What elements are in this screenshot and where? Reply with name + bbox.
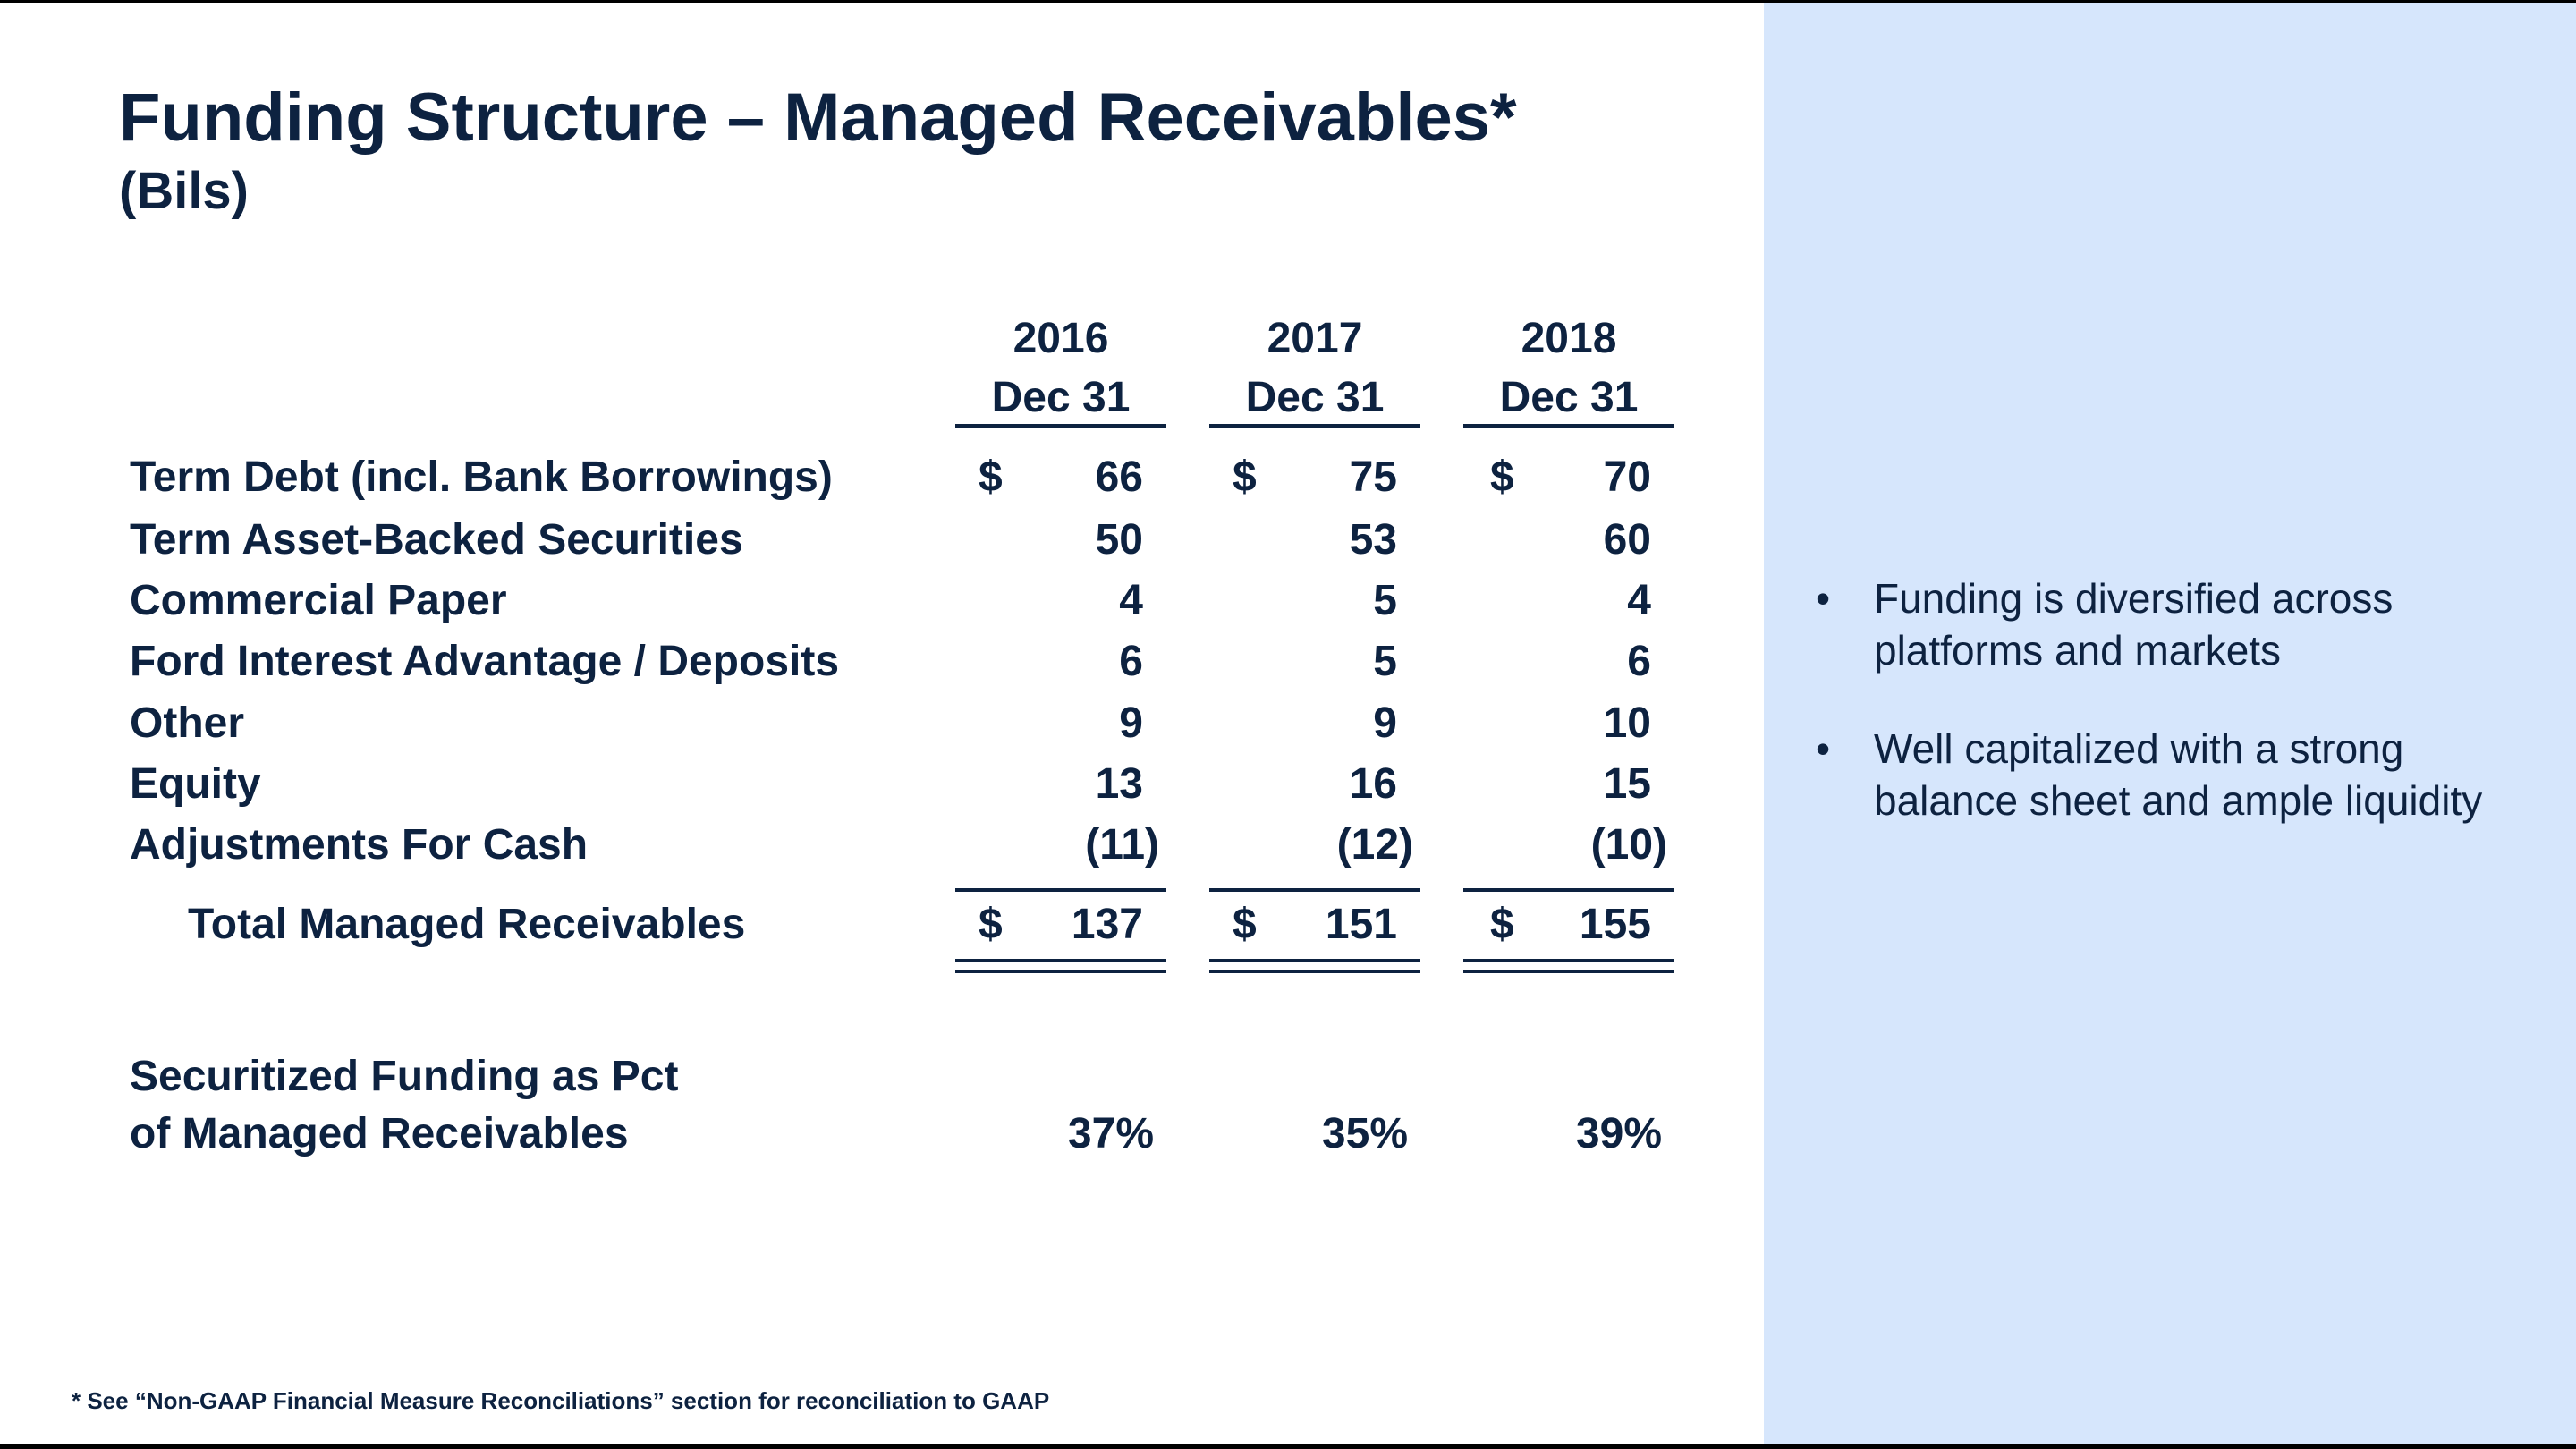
side-panel [1764,3,2576,1444]
table-cell: 75 [1349,453,1397,501]
header-underline [1209,424,1420,428]
bullet-item: • Funding is diversified across platform… [1807,572,2540,676]
total-double-rule [955,970,1166,973]
securitized-pct: 35% [1321,1110,1408,1157]
currency-symbol: $ [1233,901,1257,948]
column-year: 2017 [1267,315,1363,362]
page-subtitle: (Bils) [119,162,249,220]
bullet-item: • Well capitalized with a strong balance… [1807,723,2540,826]
column-header-2016: 2016 Dec 31 [955,309,1166,428]
total-top-rule [1463,888,1674,892]
table-cell: 4 [1627,577,1651,624]
total-top-rule [955,888,1166,892]
table-cell: 60 [1603,516,1651,564]
table-cell: 50 [1095,516,1143,564]
table-cell: (11) [1085,821,1159,869]
securitized-pct: 39% [1575,1110,1662,1157]
column-date: Dec 31 [991,374,1131,421]
table-cell: 4 [1119,577,1143,624]
table-cell: 6 [1627,638,1651,685]
row-label-interest-advantage: Ford Interest Advantage / Deposits [130,638,840,685]
top-border [0,0,2576,3]
table-cell: 15 [1603,760,1651,808]
bullet-dot: • [1816,725,1831,772]
total-cell: 151 [1325,901,1397,948]
currency-symbol: $ [1490,901,1514,948]
table-cell: 5 [1373,577,1397,624]
total-double-rule [1463,970,1674,973]
table-cell: 13 [1095,760,1143,808]
securitized-pct: 37% [1067,1110,1154,1157]
table-cell: 6 [1119,638,1143,685]
table-cell: 70 [1603,453,1651,501]
row-label-term-debt: Term Debt (incl. Bank Borrowings) [130,453,833,501]
total-double-rule [1463,959,1674,962]
column-date: Dec 31 [1499,374,1639,421]
column-header-2018: 2018 Dec 31 [1463,309,1674,428]
row-label-equity: Equity [130,760,261,808]
table-cell: (10) [1590,821,1667,869]
column-year: 2018 [1521,315,1617,362]
total-double-rule [1209,959,1420,962]
page-title: Funding Structure – Managed Receivables* [119,80,1517,156]
row-label-commercial-paper: Commercial Paper [130,577,507,624]
table-cell: 66 [1095,453,1143,501]
footnote: * See “Non-GAAP Financial Measure Reconc… [72,1387,1050,1414]
bullet-text: Funding is diversified across platforms … [1874,575,2394,674]
bullet-list: • Funding is diversified across platform… [1807,572,2540,873]
table-cell: 53 [1349,516,1397,564]
header-underline [955,424,1166,428]
currency-symbol: $ [979,901,1003,948]
currency-symbol: $ [1490,453,1514,501]
column-year: 2016 [1013,315,1109,362]
total-label: Total Managed Receivables [188,901,746,948]
securitized-label-line1: Securitized Funding as Pct [130,1053,679,1100]
table-cell: 5 [1373,638,1397,685]
securitized-label-line2: of Managed Receivables [130,1110,629,1157]
bullet-text: Well capitalized with a strong balance s… [1874,725,2483,824]
column-date: Dec 31 [1245,374,1385,421]
bullet-dot: • [1816,575,1831,622]
table-cell: 9 [1373,699,1397,747]
total-double-rule [955,959,1166,962]
total-cell: 155 [1579,901,1651,948]
currency-symbol: $ [1233,453,1257,501]
table-cell: 10 [1603,699,1651,747]
header-underline [1463,424,1674,428]
column-header-2017: 2017 Dec 31 [1209,309,1420,428]
currency-symbol: $ [979,453,1003,501]
table-cell: 16 [1349,760,1397,808]
table-cell: 9 [1119,699,1143,747]
total-top-rule [1209,888,1420,892]
row-label-adjustments: Adjustments For Cash [130,821,589,869]
bottom-border [0,1444,2576,1449]
table-cell: (12) [1336,821,1413,869]
total-cell: 137 [1071,901,1143,948]
row-label-other: Other [130,699,245,747]
total-double-rule [1209,970,1420,973]
row-label-term-abs: Term Asset-Backed Securities [130,516,743,564]
